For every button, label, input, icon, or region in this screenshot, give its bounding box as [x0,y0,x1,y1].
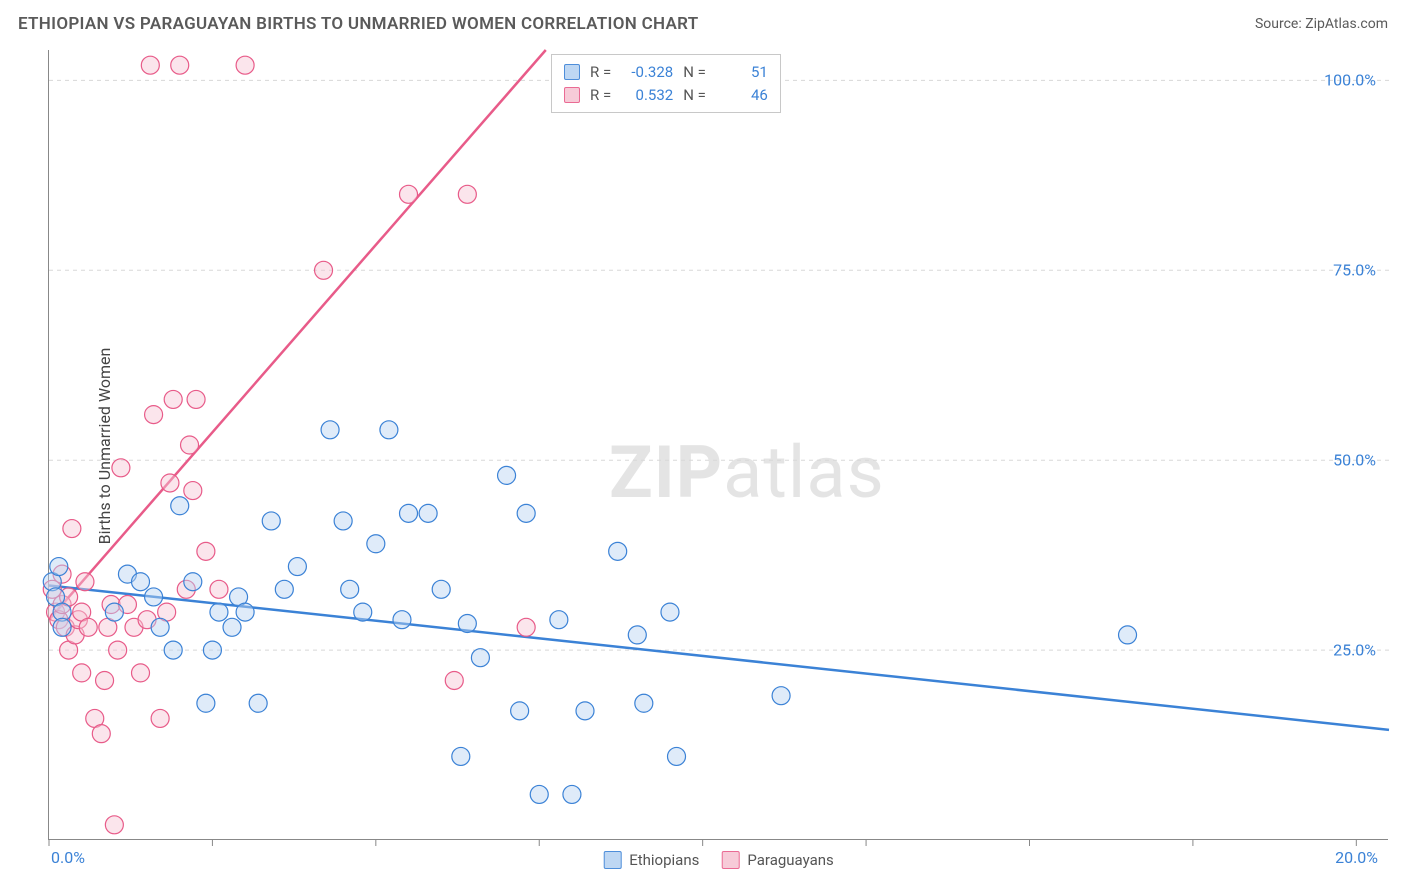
chart-plot-area: ZIPatlas 25.0%50.0%75.0%100.0% 0.0%20.0%… [48,50,1388,840]
correlation-stats-box: R = -0.328 N = 51 R = 0.532 N = 46 [551,54,781,113]
swatch-series-a [603,851,621,869]
stats-row: R = 0.532 N = 46 [564,84,768,107]
y-tick-label: 25.0% [1333,641,1376,660]
legend: Ethiopians Paraguayans [603,851,834,869]
stats-row: R = -0.328 N = 51 [564,61,768,84]
legend-item-a: Ethiopians [603,851,699,869]
swatch-series-b [564,87,580,103]
stat-value: 51 [716,61,768,84]
legend-label: Paraguayans [747,851,833,869]
stat-value: -0.328 [621,61,673,84]
legend-item-b: Paraguayans [721,851,833,869]
source-attribution: Source: ZipAtlas.com [1255,16,1388,32]
stat-value: 46 [716,84,768,107]
y-tick-label: 100.0% [1324,71,1376,90]
chart-svg [49,50,1388,839]
x-tick-label: 20.0% [1335,848,1378,867]
stat-label: R = [590,61,611,84]
y-tick-label: 50.0% [1333,451,1376,470]
swatch-series-a [564,64,580,80]
legend-label: Ethiopians [629,851,699,869]
y-tick-label: 75.0% [1333,261,1376,280]
stat-value: 0.532 [621,84,673,107]
x-tick-label: 0.0% [51,848,85,867]
swatch-series-b [721,851,739,869]
stat-label: N = [683,61,706,84]
page-title: ETHIOPIAN VS PARAGUAYAN BIRTHS TO UNMARR… [18,14,698,34]
stat-label: R = [590,84,611,107]
stat-label: N = [683,84,706,107]
